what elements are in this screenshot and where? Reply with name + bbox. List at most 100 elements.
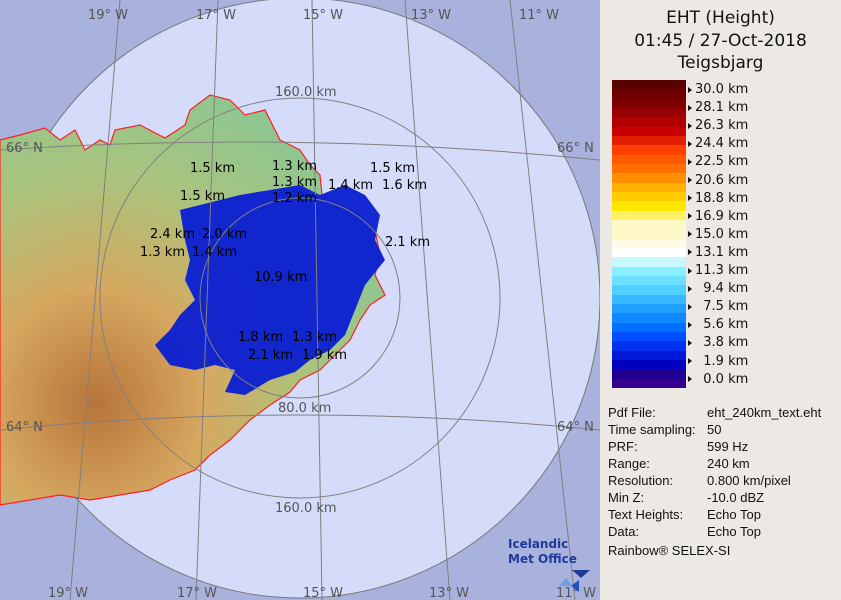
echo-label: 2.1 km [385, 235, 430, 250]
lat-label: 64° N [557, 420, 594, 435]
ring-label: 80.0 km [278, 401, 331, 416]
color-band [612, 247, 686, 258]
info-value: 599 Hz [707, 439, 749, 454]
info-label: Data: [608, 524, 640, 539]
color-band [612, 350, 686, 360]
lat-label: 66° N [557, 141, 594, 156]
legend-label: 3.8 km [688, 335, 748, 350]
info-value: -10.0 dBZ [707, 490, 765, 505]
legend-label: 5.6 km [688, 317, 748, 332]
color-band [612, 266, 686, 276]
color-band [612, 135, 686, 146]
echo-label: 1.8 km [238, 330, 283, 345]
lon-label: 13° W [429, 586, 469, 600]
info-label: PRF: [608, 439, 638, 454]
echo-label: 1.5 km [370, 161, 415, 176]
color-band [612, 182, 686, 192]
color-band [612, 359, 686, 370]
color-band [612, 294, 686, 304]
tick-icon [688, 339, 692, 346]
echo-label: 1.3 km [272, 175, 317, 190]
info-row: Data: Echo Top [608, 524, 761, 539]
lon-label: 13° W [411, 8, 451, 23]
graticule [0, 0, 600, 600]
legend-label: 15.0 km [688, 227, 748, 242]
lon-label: 19° W [88, 8, 128, 23]
tick-icon [688, 122, 692, 129]
echo-label: 2.0 km [202, 227, 247, 242]
color-band [612, 145, 686, 155]
legend-label: 24.4 km [688, 136, 748, 151]
tick-icon [688, 104, 692, 111]
legend-label: 26.3 km [688, 118, 748, 133]
legend-label: 7.5 km [688, 299, 748, 314]
lon-label: 15° W [303, 8, 343, 23]
color-band [612, 126, 686, 136]
color-band [612, 303, 686, 314]
echo-label: 2.1 km [248, 348, 293, 363]
info-row: Text Heights: Echo Top [608, 507, 761, 522]
lon-label: 11° W [519, 8, 559, 23]
echo-label: 1.5 km [190, 161, 235, 176]
echo-label: 10.9 km [254, 270, 307, 285]
tick-icon [688, 158, 692, 165]
color-band [612, 229, 686, 239]
radar-map[interactable]: 1.5 km 1.5 km 1.3 km 1.3 km 1.2 km 1.5 k… [0, 0, 600, 600]
lon-label: 11° W [556, 586, 596, 600]
color-band [612, 98, 686, 108]
lon-label: 17° W [177, 586, 217, 600]
info-row: PRF: 599 Hz [608, 439, 748, 454]
info-value: 240 km [707, 456, 750, 471]
echo-label: 1.2 km [272, 191, 317, 206]
tick-icon [688, 358, 692, 364]
color-band [612, 117, 686, 127]
tick-icon [688, 140, 692, 147]
color-scale [612, 80, 686, 388]
tick-icon [688, 321, 692, 328]
color-band [612, 89, 686, 99]
ring-label: 160.0 km [275, 85, 337, 100]
legend-label: 28.1 km [688, 100, 748, 115]
info-value: 50 [707, 422, 722, 437]
info-label: Text Heights: [608, 507, 684, 522]
color-band [612, 173, 686, 183]
color-band [612, 219, 686, 230]
tick-icon [688, 249, 692, 256]
legend-label: 30.0 km [688, 82, 748, 97]
legend-label: 9.4 km [688, 281, 748, 296]
echo-labels: 1.5 km 1.5 km 1.3 km 1.3 km 1.2 km 1.5 k… [140, 159, 430, 363]
color-band [612, 341, 686, 351]
color-band [612, 331, 686, 342]
lon-label: 15° W [303, 586, 343, 600]
color-band [612, 257, 686, 267]
lon-label: 17° W [196, 8, 236, 23]
echo-label: 1.9 km [302, 348, 347, 363]
info-value: 0.800 km/pixel [707, 473, 791, 488]
color-band [612, 275, 686, 286]
info-row: Time sampling: 50 [608, 422, 721, 437]
legend-label: 13.1 km [688, 245, 748, 260]
lat-label: 66° N [6, 141, 43, 156]
tick-icon [688, 303, 692, 310]
echo-label: 1.4 km [192, 245, 237, 260]
echo-label: 2.4 km [150, 227, 195, 242]
echo-label: 1.4 km [328, 178, 373, 193]
site-name: Teigsbjarg [677, 53, 764, 73]
echo-label: 1.6 km [382, 178, 427, 193]
lon-label: 19° W [48, 586, 88, 600]
info-label: Resolution: [608, 473, 674, 488]
color-band [612, 154, 686, 164]
info-label: Range: [608, 456, 650, 471]
tick-icon [688, 195, 692, 202]
color-band [612, 201, 686, 211]
echo-label: 1.3 km [140, 245, 185, 260]
imo-logo: Icelandic Met Office [508, 537, 590, 592]
info-label: Min Z: [608, 490, 645, 505]
info-value: eht_240km_text.eht [707, 405, 822, 420]
color-band [612, 369, 686, 379]
tick-icon [688, 267, 692, 274]
datetime: 01:45 / 27-Oct-2018 [634, 31, 807, 51]
echo-label: 1.3 km [292, 330, 337, 345]
color-band [612, 210, 686, 220]
legend-label: 18.8 km [688, 191, 748, 206]
